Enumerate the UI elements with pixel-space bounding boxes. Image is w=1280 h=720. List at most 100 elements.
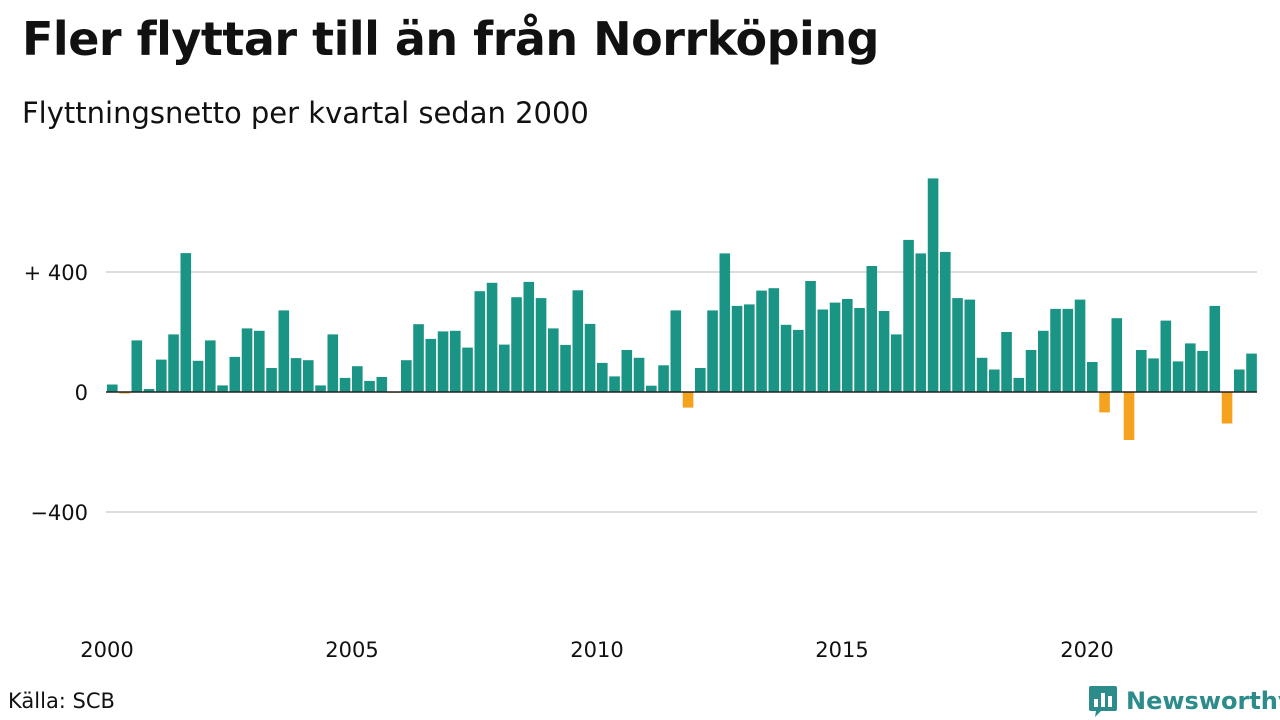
data-bar — [719, 253, 731, 392]
data-bar — [143, 389, 155, 392]
data-bar — [376, 377, 388, 392]
data-bar — [303, 360, 314, 392]
data-bar — [731, 305, 743, 392]
data-bar — [1234, 369, 1245, 392]
data-bar — [217, 385, 228, 392]
data-bar — [474, 291, 486, 392]
data-bar — [817, 309, 829, 392]
data-bar — [1136, 350, 1147, 392]
newsworthy-chart-icon — [1089, 686, 1117, 717]
data-bar — [462, 347, 473, 392]
data-bar — [670, 310, 682, 392]
data-bar — [180, 253, 192, 392]
source-note: Källa: SCB — [8, 689, 115, 713]
data-bar — [1221, 392, 1233, 424]
data-bar — [854, 308, 865, 392]
data-bar — [805, 281, 816, 392]
data-bar — [352, 366, 363, 392]
data-bar — [523, 281, 535, 392]
data-bar — [903, 239, 914, 392]
data-bar — [339, 377, 351, 392]
data-bar — [511, 297, 522, 392]
data-bar — [290, 358, 302, 392]
data-bar — [1062, 308, 1074, 392]
data-bar — [437, 331, 449, 392]
data-bar — [756, 290, 767, 392]
data-bar — [1111, 318, 1123, 392]
data-bar — [1148, 358, 1159, 392]
data-bar — [915, 253, 927, 392]
y-tick-label: −400 — [30, 501, 88, 525]
data-bar — [621, 350, 633, 392]
data-bar — [695, 368, 706, 392]
data-bar — [450, 330, 461, 392]
x-tick-label: 2005 — [325, 638, 378, 662]
y-tick-label: 0 — [75, 381, 88, 405]
data-bar — [682, 392, 694, 408]
data-bar — [866, 266, 878, 392]
data-bar — [572, 290, 584, 392]
data-bar — [560, 344, 571, 392]
data-bar — [1025, 350, 1037, 392]
data-bar — [891, 334, 902, 392]
data-bar — [940, 251, 951, 392]
data-bar — [401, 360, 412, 392]
data-bar — [1099, 392, 1110, 413]
x-tick-label: 2000 — [80, 638, 133, 662]
data-bar — [1038, 330, 1049, 392]
data-bar — [131, 340, 143, 392]
data-bar — [1185, 343, 1196, 392]
data-bar — [1246, 353, 1257, 392]
chart-subtitle: Flyttningsnetto per kvartal sedan 2000 — [22, 96, 589, 130]
y-tick-label: + 400 — [24, 261, 88, 285]
data-bar — [707, 310, 718, 392]
data-bar — [499, 344, 510, 392]
data-bar — [192, 360, 204, 392]
data-bar — [976, 357, 988, 392]
data-bar — [952, 298, 963, 392]
x-tick-label: 2020 — [1060, 638, 1113, 662]
data-bar — [254, 330, 265, 392]
data-bar — [768, 288, 780, 392]
data-bar — [413, 324, 424, 392]
data-bar — [842, 299, 853, 392]
data-bar — [1074, 299, 1086, 392]
data-bar — [327, 334, 339, 392]
axis-labels: + 400 0 −400 2000 2005 2010 2015 2020 — [24, 261, 1114, 662]
bars — [107, 178, 1257, 440]
chart-title: Fler flyttar till än från Norrköping — [22, 12, 880, 66]
data-bar — [241, 328, 253, 392]
data-bar — [107, 384, 118, 392]
data-bar — [229, 356, 241, 392]
data-bar — [597, 362, 608, 392]
data-bar — [1197, 350, 1208, 392]
data-bar — [829, 302, 841, 392]
data-bar — [168, 334, 179, 392]
x-tick-label: 2010 — [570, 638, 623, 662]
data-bar — [744, 304, 755, 392]
data-bar — [1172, 361, 1184, 392]
data-bar — [1001, 332, 1012, 392]
data-bar — [278, 310, 290, 392]
data-bar — [633, 357, 645, 392]
data-bar — [793, 329, 804, 392]
data-bar — [1087, 362, 1098, 392]
data-bar — [364, 380, 375, 392]
data-bar — [989, 369, 1000, 392]
data-bar — [156, 359, 167, 392]
data-bar — [1013, 377, 1025, 392]
data-bar — [878, 311, 890, 392]
data-bar — [658, 365, 669, 392]
data-bar — [964, 299, 976, 392]
brand-logo: Newsworthy — [1088, 684, 1280, 718]
data-bar — [425, 338, 437, 392]
brand-name: Newsworthy — [1126, 687, 1280, 715]
data-bar — [535, 298, 547, 392]
data-bar — [646, 385, 657, 392]
data-bar — [1160, 320, 1172, 392]
data-bar — [205, 340, 216, 392]
data-bar — [609, 376, 620, 392]
data-bar — [584, 323, 596, 392]
data-bar — [780, 324, 792, 392]
